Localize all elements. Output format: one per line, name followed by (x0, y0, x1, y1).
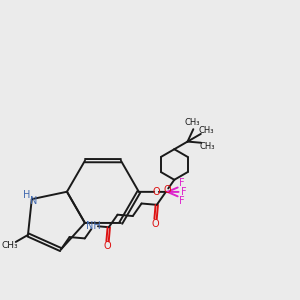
Text: O: O (151, 219, 159, 229)
Text: N: N (30, 196, 37, 206)
Text: H: H (23, 190, 31, 200)
Text: CH₃: CH₃ (199, 126, 214, 135)
Text: O: O (103, 241, 111, 251)
Text: F: F (179, 178, 184, 188)
Text: F: F (181, 187, 186, 197)
Text: F: F (179, 196, 184, 206)
Text: CH₃: CH₃ (2, 241, 18, 250)
Text: O: O (153, 187, 160, 197)
Text: O: O (163, 185, 171, 195)
Text: CH₃: CH₃ (185, 118, 200, 127)
Text: NH: NH (86, 221, 101, 231)
Text: CH₃: CH₃ (199, 142, 215, 152)
